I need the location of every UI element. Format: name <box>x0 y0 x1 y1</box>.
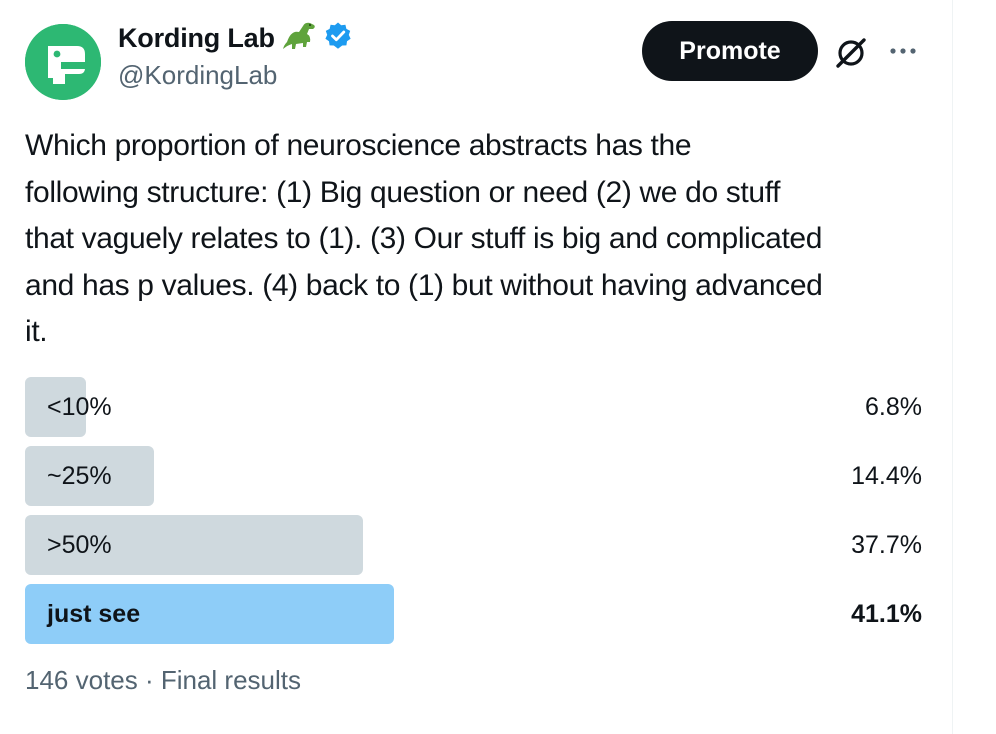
author-handle[interactable]: @KordingLab <box>118 60 278 90</box>
dino-logo-icon <box>25 24 101 100</box>
avatar[interactable] <box>25 24 101 100</box>
verified-badge-icon[interactable] <box>323 21 353 56</box>
grok-icon[interactable] <box>832 34 870 72</box>
poll-option-percent: 37.7% <box>851 531 922 559</box>
promote-button[interactable]: Promote <box>642 21 818 81</box>
author-name-row[interactable]: Kording Lab <box>118 20 353 56</box>
poll-result-bar <box>25 377 86 437</box>
poll-option: <10% 6.8% <box>25 377 925 437</box>
poll-option-percent: 14.4% <box>851 462 922 490</box>
poll-option-label: <10% <box>47 393 112 421</box>
poll-result-bar <box>25 515 363 575</box>
poll-option-label: >50% <box>47 531 112 559</box>
poll-result-bar <box>25 584 394 644</box>
poll-option-winner: just see 41.1% <box>25 584 925 644</box>
poll-option: ~25% 14.4% <box>25 446 925 506</box>
t-rex-emoji-icon <box>281 20 317 57</box>
poll-option-percent: 6.8% <box>865 393 922 421</box>
timeline-divider <box>952 0 953 734</box>
poll-footer: 146 votes · Final results <box>25 665 302 695</box>
poll-option: >50% 37.7% <box>25 515 925 575</box>
poll-option-label: ~25% <box>47 462 112 490</box>
poll-option-label: just see <box>47 600 141 628</box>
tweet-text: Which proportion of neuroscience abstrac… <box>25 129 823 348</box>
poll-option-percent: 41.1% <box>851 600 922 628</box>
more-options-icon[interactable] <box>886 36 920 66</box>
author-display-name[interactable]: Kording Lab <box>118 22 275 53</box>
poll-result-bar <box>25 446 154 506</box>
